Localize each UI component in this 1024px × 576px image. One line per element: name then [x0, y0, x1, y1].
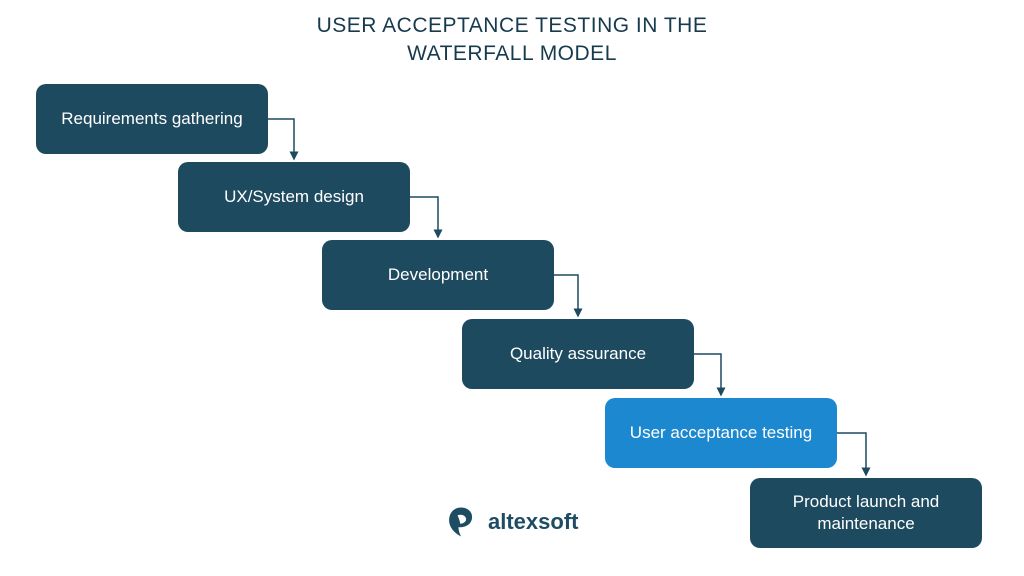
flow-node: Product launch and maintenance	[750, 478, 982, 548]
flow-node: Quality assurance	[462, 319, 694, 389]
diagram-canvas: Requirements gathering UX/System design De…	[0, 0, 1024, 576]
brand-logo-text: altexsoft	[488, 509, 578, 535]
flow-edge	[554, 275, 578, 316]
flow-node: Requirements gathering	[36, 84, 268, 154]
flow-node: User acceptance testing	[605, 398, 837, 468]
flow-edge	[410, 197, 438, 237]
flow-node: UX/System design	[178, 162, 410, 232]
brand-logo: altexsoft	[444, 505, 578, 539]
flow-node: Development	[322, 240, 554, 310]
flow-edge	[268, 119, 294, 159]
flow-edge	[837, 433, 866, 475]
flow-edge	[694, 354, 721, 395]
brand-logo-icon	[444, 505, 478, 539]
